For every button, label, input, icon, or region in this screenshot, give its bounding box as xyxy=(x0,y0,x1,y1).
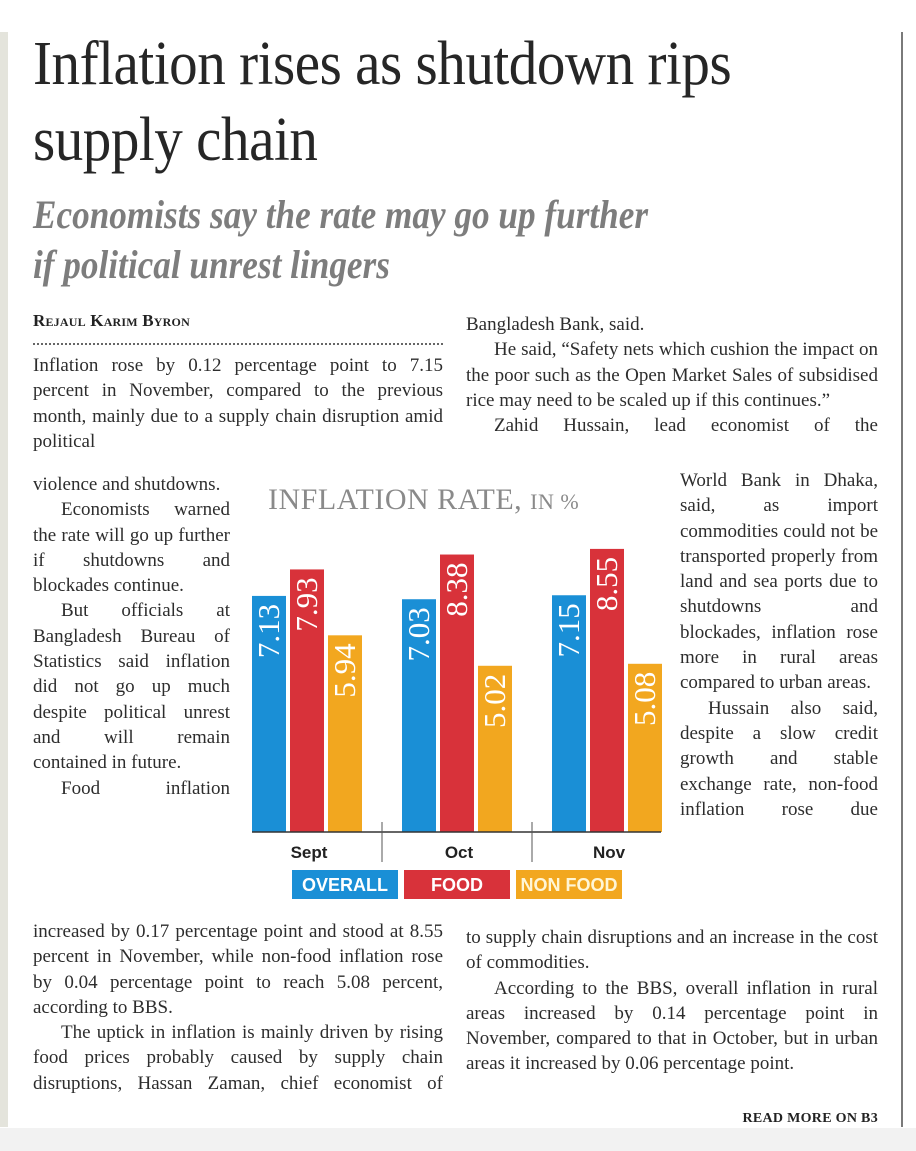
bar-value-label: 7.03 xyxy=(401,607,436,661)
paragraph: According to the BBS, overall inflation … xyxy=(466,977,878,1075)
column1-narrow: violence and shutdowns. Economists warne… xyxy=(33,472,230,801)
bar-value-label: 7.93 xyxy=(289,577,324,631)
legend-swatch xyxy=(292,870,398,899)
bar-non-food-sept xyxy=(328,635,362,832)
bar-value-label: 7.15 xyxy=(551,603,586,657)
paragraph: Inflation rose by 0.12 percentage point … xyxy=(33,355,443,452)
paragraph: Hussain also said, despite a slow credit… xyxy=(680,697,878,820)
byline-divider xyxy=(33,343,443,347)
chart-title-main: INFLATION RATE, xyxy=(268,483,523,516)
legend-label: FOOD xyxy=(431,875,483,895)
paragraph: Zahid Hussain, lead economist of the xyxy=(494,415,878,437)
bar-food-oct xyxy=(440,554,474,832)
column2-top: Bangladesh Bank, said. He said, “Safety … xyxy=(466,312,878,438)
legend-swatch xyxy=(516,870,622,899)
bar-food-sept xyxy=(290,569,324,832)
column2-narrow: World Bank in Dhaka, said, as import com… xyxy=(680,468,878,822)
headline: Inflation rises as shutdown rips supply … xyxy=(33,30,732,174)
bar-overall-sept xyxy=(252,595,286,832)
column1-top: Inflation rose by 0.12 percentage point … xyxy=(33,353,443,454)
paragraph: Economists warned the rate will go up fu… xyxy=(33,499,230,597)
subheadline: Economists say the rate may go up furthe… xyxy=(33,192,649,287)
page-bottom-band xyxy=(0,1128,916,1151)
legend-swatch xyxy=(404,870,510,899)
paragraph: World Bank in Dhaka, said, as import com… xyxy=(680,470,878,694)
legend-label: NON FOOD xyxy=(521,875,618,895)
legend-item-food: FOOD xyxy=(404,870,510,899)
x-tick-label: Oct xyxy=(445,843,474,862)
bar-value-label: 7.13 xyxy=(251,604,286,658)
bar-value-label: 5.94 xyxy=(327,643,362,698)
bar-non-food-oct xyxy=(478,665,512,832)
legend-label: OVERALL xyxy=(302,875,388,895)
bar-value-label: 8.38 xyxy=(439,563,474,617)
byline: Rejaul Karim Byron xyxy=(33,311,190,330)
paragraph: to supply chain disruptions and an incre… xyxy=(466,927,878,974)
bar-value-label: 8.55 xyxy=(589,557,624,611)
paragraph: Food inflation xyxy=(61,777,230,799)
legend-item-overall: OVERALL xyxy=(292,870,398,899)
column1-bottom: increased by 0.17 percentage point and s… xyxy=(33,919,443,1096)
inflation-bar-chart: 7.13 7.935.94 Sept 7.038.38 5.02 Oct 7.158.55 5… xyxy=(251,548,662,899)
bar-value-label: 5.08 xyxy=(627,672,662,726)
paragraph: But officials at Bangladesh Bureau of St… xyxy=(33,600,230,774)
bar-food-nov xyxy=(590,548,624,832)
x-tick-label: Sept xyxy=(291,843,328,862)
x-tick-label: Nov xyxy=(593,843,626,862)
read-more-link[interactable]: READ MORE ON B3 xyxy=(742,1111,878,1126)
paragraph: Bangladesh Bank, said. xyxy=(466,314,645,335)
chart-title-unit: IN % xyxy=(530,489,580,514)
bar-overall-oct xyxy=(402,599,436,832)
bar-overall-nov xyxy=(552,595,586,832)
bar-value-label: 5.02 xyxy=(477,674,512,728)
chart-title: INFLATION RATE, IN % xyxy=(268,483,579,517)
legend-item-non-food: NON FOOD xyxy=(516,870,622,899)
page-left-margin-strip xyxy=(0,32,8,1127)
paragraph: He said, “Safety nets which cushion the … xyxy=(466,339,878,411)
paragraph: The uptick in inflation is mainly driven… xyxy=(33,1022,443,1094)
paragraph: violence and shutdowns. xyxy=(33,474,221,495)
column-rule xyxy=(901,32,903,1127)
paragraph: increased by 0.17 percentage point and s… xyxy=(33,921,443,1018)
column2-bottom: to supply chain disruptions and an incre… xyxy=(466,925,878,1077)
bar-non-food-nov xyxy=(628,663,662,832)
